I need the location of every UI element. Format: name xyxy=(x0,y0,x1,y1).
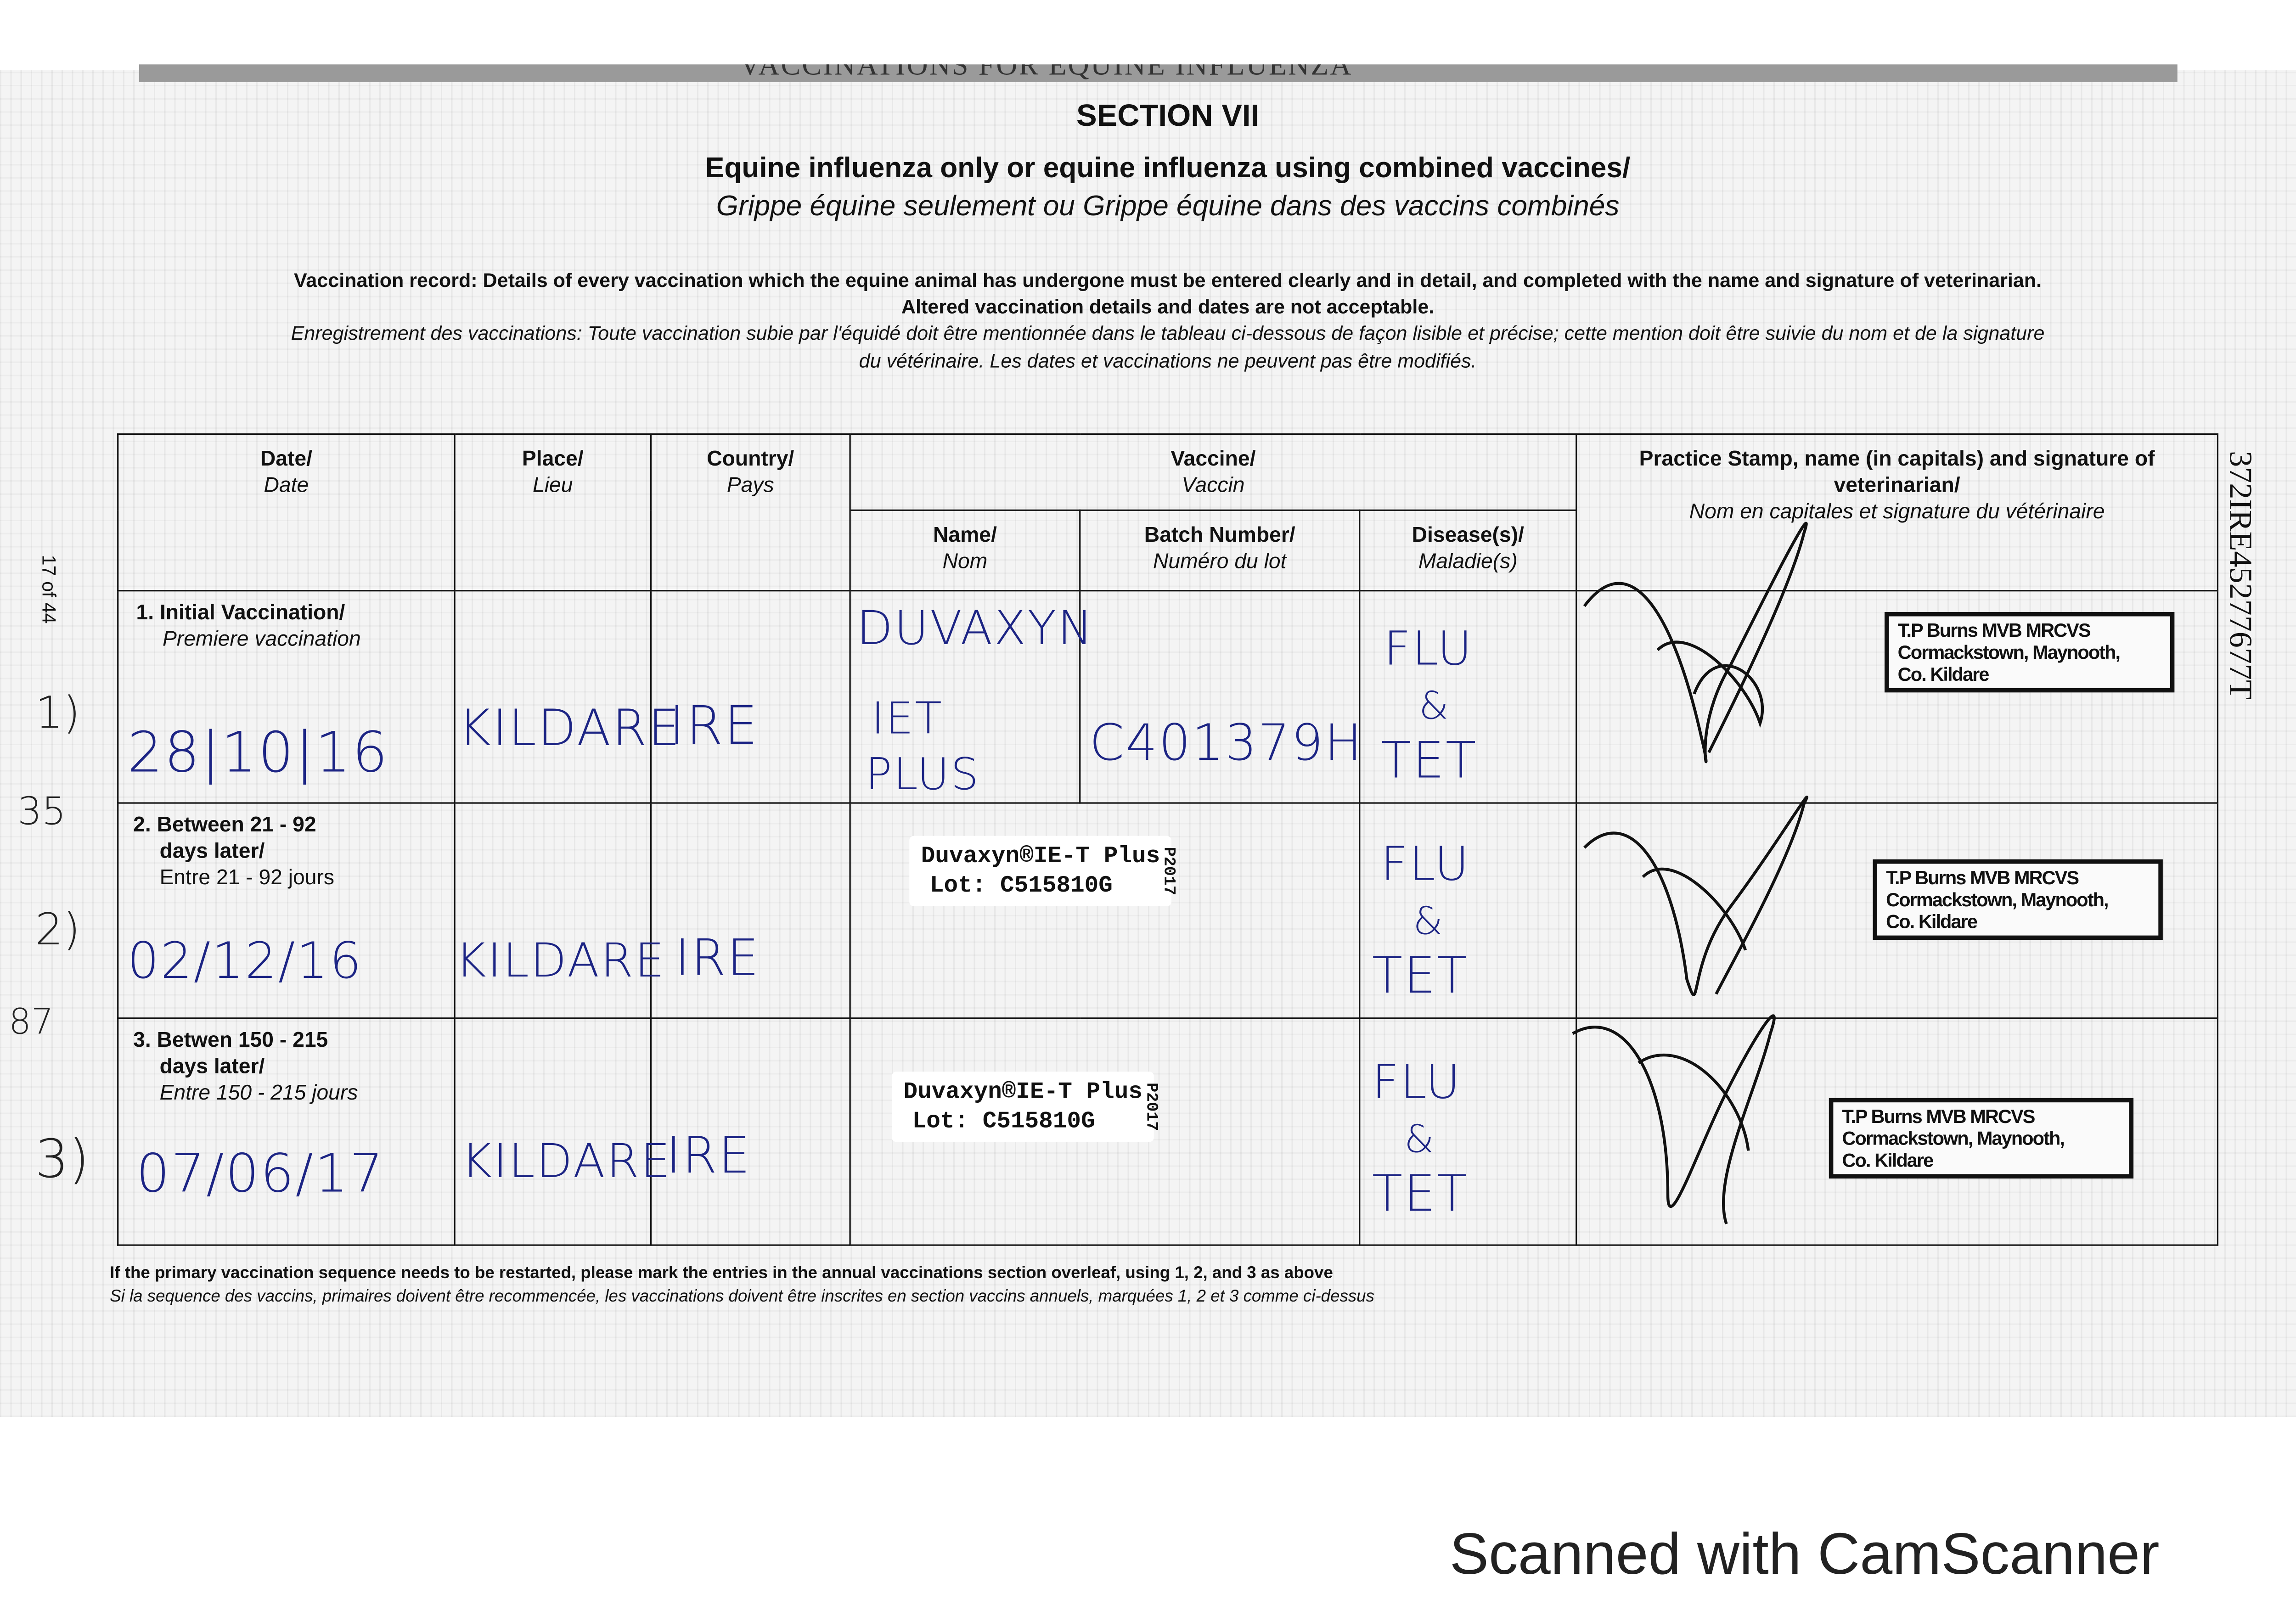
place-cell: KILDARE xyxy=(454,802,664,1019)
header-vaccine: Vaccine/Vaccin xyxy=(849,433,1577,511)
intro-fr-2: du vétérinaire. Les dates et vaccination… xyxy=(859,350,1477,372)
place-cell: KILDARE xyxy=(454,590,680,804)
signature xyxy=(1583,796,1809,996)
practice-stamp: T.P Burns MVB MRCVS Cormackstown, Maynoot… xyxy=(1884,612,2175,693)
practice-stamp: T.P Burns MVB MRCVS Cormackstown, Maynoot… xyxy=(1829,1098,2134,1179)
country-cell: IRE xyxy=(650,802,851,1019)
date-cell: 3. Betwen 150 - 215 days later/Entre 150 … xyxy=(117,1017,456,1246)
batch-cell: C401379H xyxy=(1079,590,1362,804)
header-stamp: Practice Stamp, name (in capitals) and s… xyxy=(1576,433,2219,592)
date-cell: 2. Between 21 - 92 days later/Entre 21 - … xyxy=(117,802,456,1019)
header-strip-text: VACCINATIONS FOR EQUINE INFLUENZA xyxy=(739,64,1353,82)
header-batch: Batch Number/Numéro du lot xyxy=(1079,509,1361,592)
vaccine-sticker: Duvaxyn®IE-T Plus Lot: C515810G P2017 xyxy=(891,1072,1159,1142)
signature xyxy=(1583,522,1808,763)
place-cell: KILDARE xyxy=(454,1017,670,1246)
header-date: Date/Date xyxy=(117,433,456,592)
margin-note-1: 1) xyxy=(35,688,80,740)
country-cell: IRE xyxy=(650,590,851,804)
intro-en-1: Vaccination record: Details of every vac… xyxy=(294,269,2042,292)
disease-cell: FLU & TET xyxy=(1359,590,1577,804)
header-place: Place/Lieu xyxy=(454,433,652,592)
stamp-cell: T.P Burns MVB MRCVS Cormackstown, Maynoot… xyxy=(1572,1014,2219,1246)
table-row: 3. Betwen 150 - 215 days later/Entre 150 … xyxy=(117,1014,2219,1246)
header-country: Country/Pays xyxy=(650,433,851,592)
vaccine-sticker-cell: Duvaxyn®IE-T Plus Lot: C515810G P2017 xyxy=(849,802,1361,1019)
date-value: 28|10|16 xyxy=(127,720,389,785)
section-heading: SECTION VII xyxy=(1076,99,1260,134)
intro-en-2: Altered vaccination details and dates ar… xyxy=(901,296,1435,318)
vaccine-sticker-cell: Duvaxyn®IE-T Plus Lot: C515810G P2017 xyxy=(849,1017,1361,1246)
header-name: Name/Nom xyxy=(849,509,1081,592)
margin-note-2: 2) xyxy=(35,904,80,956)
table-row: 2. Between 21 - 92 days later/Entre 21 - … xyxy=(117,796,2219,1019)
title-en: Equine influenza only or equine influenz… xyxy=(705,152,1631,185)
margin-days-1: 35 xyxy=(17,790,66,835)
table-row: 1. Initial Vaccination/Premiere vaccinat… xyxy=(117,522,2219,804)
passport-id: 372IRE45277677T xyxy=(2223,451,2260,700)
margin-days-2: 87 xyxy=(9,1001,54,1043)
title-fr: Grippe équine seulement ou Grippe équine… xyxy=(716,190,1620,223)
disease-cell: FLU & TET xyxy=(1359,802,1577,1019)
stamp-cell: T.P Burns MVB MRCVS Cormackstown, Maynoot… xyxy=(1576,522,2219,804)
stamp-cell: T.P Burns MVB MRCVS Cormackstown, Maynoot… xyxy=(1576,796,2219,1019)
vaccination-table: Date/Date Place/Lieu Country/Pays Vaccin… xyxy=(117,433,2219,1246)
page-number: 17 of 44 xyxy=(38,555,60,624)
disease-cell: FLU & TET xyxy=(1359,1017,1577,1246)
signature xyxy=(1572,1014,1776,1224)
date-cell: 1. Initial Vaccination/Premiere vaccinat… xyxy=(117,590,456,804)
footnote-en: If the primary vaccination sequence need… xyxy=(110,1265,1333,1283)
country-cell: IRE xyxy=(650,1017,851,1246)
intro-fr-1: Enregistrement des vaccinations: Toute v… xyxy=(291,322,2045,344)
header-strip: VACCINATIONS FOR EQUINE INFLUENZA xyxy=(139,64,2178,82)
header-disease: Disease(s)/Maladie(s) xyxy=(1359,509,1577,592)
vaccine-sticker: Duvaxyn®IE-T Plus Lot: C515810G P2017 xyxy=(909,836,1177,906)
camscanner-watermark: Scanned with CamScanner xyxy=(1449,1522,2160,1587)
practice-stamp: T.P Burns MVB MRCVS Cormackstown, Maynoot… xyxy=(1873,859,2163,940)
margin-note-3: 3) xyxy=(35,1130,90,1190)
date-value: 07/06/17 xyxy=(136,1145,385,1205)
footnote-fr: Si la sequence des vaccins, primaires do… xyxy=(110,1288,1374,1306)
name-cell: DUVAXYN IET PLUS xyxy=(849,590,1092,804)
date-value: 02/12/16 xyxy=(127,932,363,991)
